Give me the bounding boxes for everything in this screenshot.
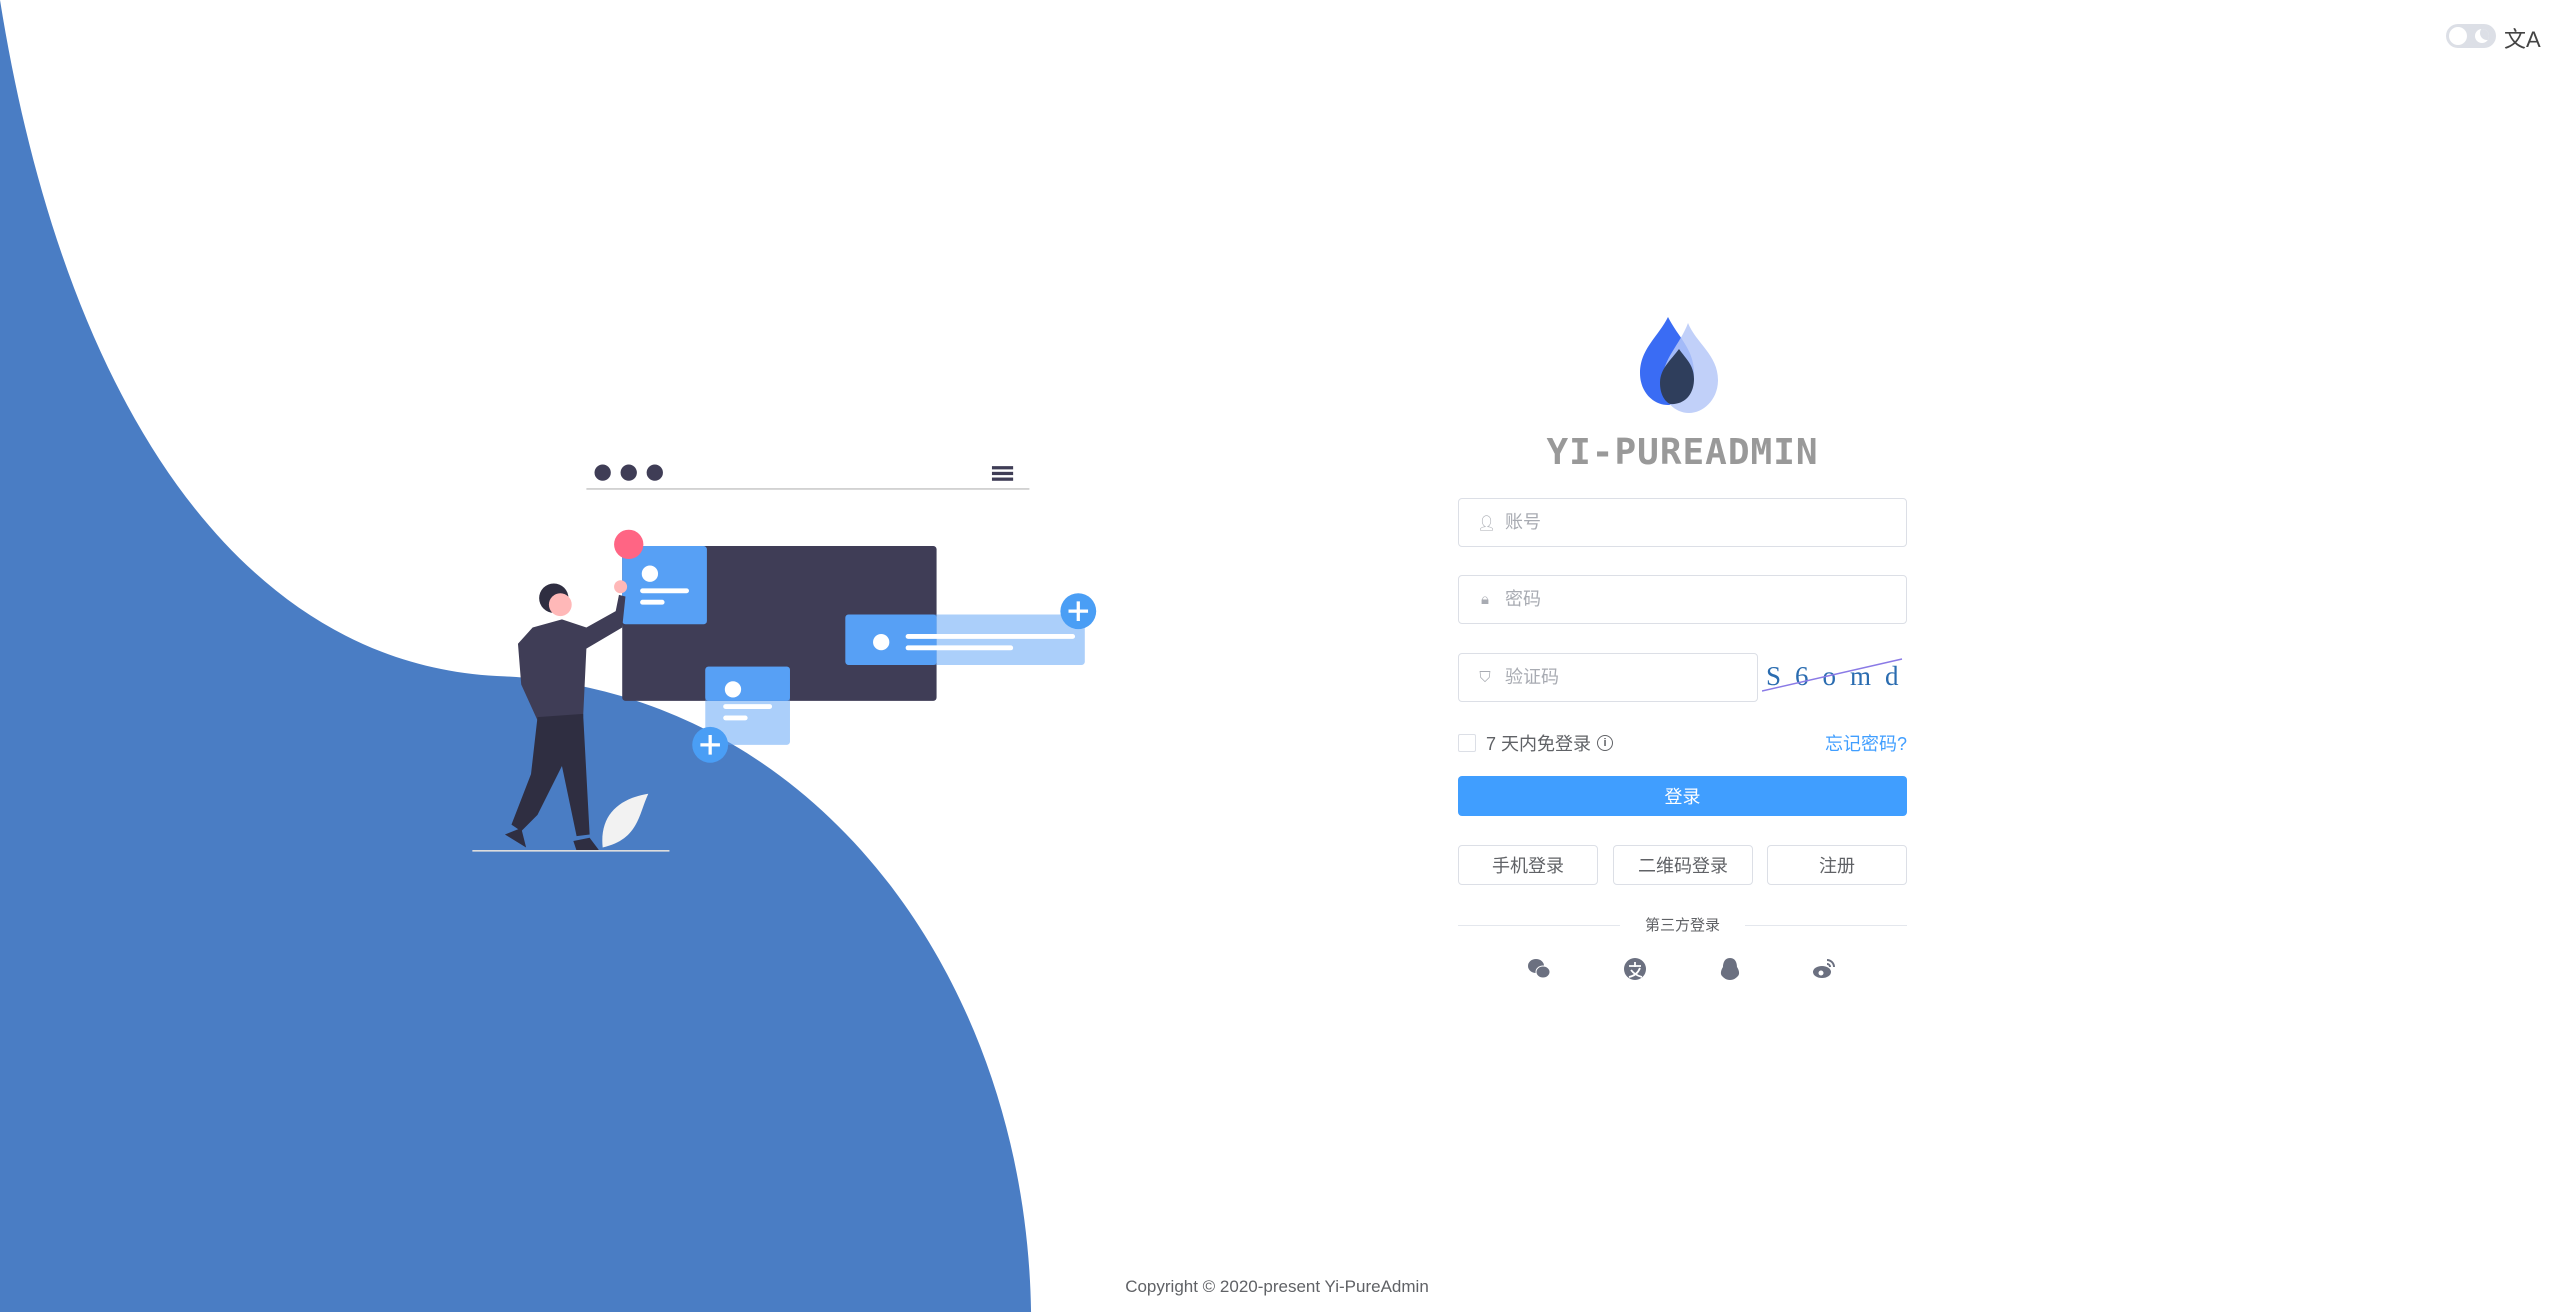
password-field[interactable]: 🔒︎ [1458,575,1907,624]
remember-label: 7 天内免登录 [1486,734,1592,754]
captcha-image[interactable]: S6omd [1762,653,1907,702]
third-party-label: 第三方登录 [1620,914,1745,935]
info-icon[interactable]: i [1597,735,1614,751]
user-icon: 👤︎ [1477,514,1497,532]
translate-icon[interactable]: 文A [2504,27,2541,52]
toggle-knob [2449,27,2467,45]
phone-login-button[interactable]: 手机登录 [1458,845,1598,885]
forgot-password-link[interactable]: 忘记密码? [1824,734,1907,754]
copyright-footer: Copyright © 2020-present Yi-PureAdmin [1125,1277,1429,1296]
alipay-icon[interactable] [1622,956,1648,982]
username-field[interactable]: 👤︎ [1458,498,1907,547]
captcha-input[interactable] [1503,666,1757,689]
register-button[interactable]: 注册 [1767,845,1907,885]
remember-me[interactable]: 7 天内免登录 i [1458,730,1614,756]
weibo-icon[interactable] [1811,956,1837,982]
remember-checkbox[interactable] [1458,734,1476,752]
wechat-icon[interactable] [1526,956,1552,982]
qq-icon[interactable] [1717,956,1743,982]
lock-icon: 🔒︎ [1481,591,1489,608]
logo-icon [1640,317,1718,413]
qrcode-login-button[interactable]: 二维码登录 [1613,845,1753,885]
login-button[interactable]: 登录 [1458,776,1907,816]
captcha-text: S6omd [1766,661,1907,691]
username-input[interactable] [1503,511,1906,534]
person-illustration [472,580,670,852]
password-input[interactable] [1503,588,1906,611]
blue-wave-shape [0,0,1032,1312]
shield-icon: ⛉ [1479,669,1491,686]
brand-title: YI-PUREADMIN [1546,432,1819,473]
moon-icon [2475,29,2489,43]
hamburger-icon [991,466,1014,481]
browser-illustration [586,464,1097,763]
dark-mode-toggle[interactable] [2446,24,2496,48]
captcha-field[interactable]: ⛉ [1458,653,1758,702]
